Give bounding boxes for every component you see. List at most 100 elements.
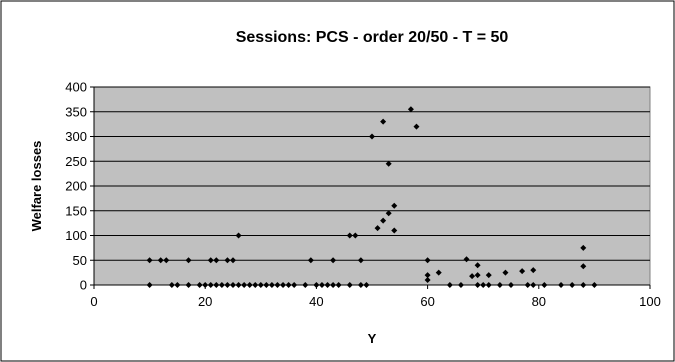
data-point: [185, 257, 192, 264]
data-point: [157, 257, 164, 264]
data-point: [485, 282, 492, 288]
data-point: [541, 282, 548, 288]
y-tick-label-300: 300: [65, 129, 87, 144]
x-tick-label-80: 80: [532, 294, 546, 309]
data-point: [580, 263, 587, 270]
x-tick-labels: 0 20 40 60 80 100: [90, 294, 660, 309]
data-point: [591, 282, 598, 288]
data-point: [374, 225, 381, 232]
data-point: [558, 282, 565, 288]
data-point: [280, 282, 287, 288]
data-point: [285, 282, 292, 288]
data-point: [385, 210, 392, 217]
x-tick-label-60: 60: [420, 294, 434, 309]
y-tick-label-350: 350: [65, 104, 87, 119]
data-point: [407, 106, 414, 113]
data-point: [474, 272, 481, 279]
y-axis-label: Welfare losses: [29, 141, 44, 232]
y-tick-label-250: 250: [65, 154, 87, 169]
x-tick-label-0: 0: [90, 294, 97, 309]
x-axis-label: Y: [368, 331, 377, 346]
data-point: [424, 277, 431, 284]
data-point: [263, 282, 270, 288]
data-point: [174, 282, 181, 288]
data-point: [519, 268, 526, 275]
data-point: [218, 282, 225, 288]
data-point: [357, 282, 364, 288]
y-tick-label-100: 100: [65, 228, 87, 243]
data-point: [324, 282, 331, 288]
data-point: [230, 257, 236, 264]
data-point: [302, 282, 309, 288]
y-tick-labels: 0 50 100 150 200 250 300 350 400: [65, 80, 87, 293]
data-point: [163, 257, 170, 264]
y-tick-label-150: 150: [65, 203, 87, 218]
data-point: [268, 282, 275, 288]
chart-title: Sessions: PCS - order 20/50 - T = 50: [236, 29, 509, 46]
data-point: [457, 282, 464, 288]
data-point: [318, 282, 325, 288]
data-point: [346, 282, 353, 288]
data-point: [508, 282, 514, 288]
data-point: [391, 227, 398, 234]
data-point: [313, 282, 320, 288]
data-point: [224, 282, 231, 288]
y-tick-label-50: 50: [73, 253, 87, 268]
data-point: [246, 282, 253, 288]
x-tick-label-40: 40: [309, 294, 323, 309]
data-point: [330, 282, 337, 288]
data-point: [230, 282, 236, 288]
data-point: [213, 257, 220, 264]
data-point: [474, 282, 481, 288]
data-point: [580, 282, 587, 288]
data-point: [463, 256, 470, 263]
data-point: [146, 257, 153, 264]
data-point: [424, 257, 431, 264]
data-point: [363, 282, 370, 288]
data-point: [235, 282, 242, 288]
data-point: [146, 282, 153, 288]
data-point: [413, 123, 420, 130]
data-point: [241, 282, 248, 288]
data-point: [207, 257, 214, 264]
data-point: [424, 272, 431, 279]
data-point: [185, 282, 192, 288]
data-point: [196, 282, 203, 288]
data-points: [146, 106, 598, 288]
data-point: [369, 133, 375, 140]
data-point: [207, 282, 214, 288]
data-point: [202, 282, 209, 288]
data-point: [385, 160, 392, 167]
data-point: [257, 282, 264, 288]
data-point: [330, 257, 337, 264]
data-point: [274, 282, 281, 288]
data-point: [485, 272, 492, 279]
y-tick-label-200: 200: [65, 179, 87, 194]
data-point: [496, 282, 503, 288]
data-point: [335, 282, 342, 288]
data-point: [580, 244, 587, 251]
x-tick-label-20: 20: [198, 294, 212, 309]
x-tick-label-100: 100: [639, 294, 661, 309]
data-point: [357, 257, 364, 264]
data-point: [346, 232, 353, 239]
data-point: [391, 202, 398, 209]
data-point: [213, 282, 220, 288]
data-point: [474, 262, 481, 269]
data-point: [530, 267, 537, 274]
data-point: [380, 118, 387, 125]
data-point: [307, 257, 314, 264]
data-point: [569, 282, 576, 288]
data-point: [480, 282, 487, 288]
data-point: [252, 282, 259, 288]
data-point: [524, 282, 531, 288]
data-point: [224, 257, 231, 264]
data-point: [291, 282, 298, 288]
data-point: [502, 269, 509, 276]
data-point: [435, 269, 442, 276]
data-point: [530, 282, 537, 288]
y-tick-label-400: 400: [65, 80, 87, 95]
data-point: [469, 273, 476, 280]
